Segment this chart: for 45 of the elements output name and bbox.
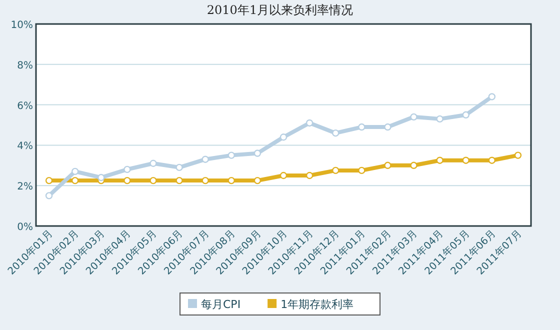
point [306, 172, 314, 180]
chart-title: 2010年1月以来负利率情况 [206, 3, 354, 17]
point [514, 152, 522, 159]
y-tick-label: 2% [17, 182, 33, 193]
point [280, 172, 288, 180]
point [436, 156, 444, 164]
y-tick-label: 6% [17, 100, 33, 112]
point [488, 156, 496, 164]
point [202, 156, 209, 163]
point [71, 176, 79, 184]
point [462, 111, 470, 118]
point [71, 168, 79, 176]
point [410, 113, 418, 121]
point [410, 162, 418, 169]
point [384, 162, 392, 169]
point [45, 176, 53, 184]
point [488, 93, 496, 100]
point [150, 176, 157, 184]
point [254, 150, 262, 157]
y-tick-label: 0% [17, 222, 33, 233]
y-tick-label: 8% [17, 60, 33, 72]
point [202, 176, 209, 184]
legend-label: 1年期存款利率 [280, 298, 354, 311]
point [124, 176, 131, 184]
point [332, 129, 340, 137]
point [332, 166, 340, 174]
point [124, 166, 131, 174]
y-tick-label: 4% [17, 141, 33, 152]
point [358, 166, 366, 174]
point [228, 176, 235, 184]
point [45, 192, 53, 200]
point [254, 176, 262, 184]
point [228, 152, 235, 159]
point [176, 176, 183, 184]
point [280, 134, 288, 141]
point [436, 115, 444, 123]
point [384, 123, 392, 131]
y-tick-label: 10% [10, 20, 33, 31]
legend-label: 每月CPI [201, 298, 241, 311]
point [306, 119, 314, 127]
point [150, 160, 157, 167]
point [98, 174, 105, 182]
point [358, 123, 366, 131]
point [176, 164, 183, 172]
point [462, 156, 470, 164]
